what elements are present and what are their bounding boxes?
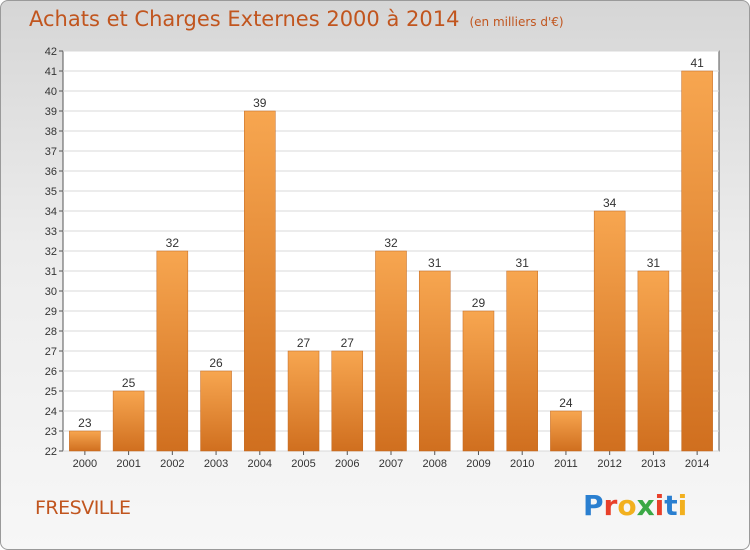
y-tick-label: 29 [45,306,57,318]
logo-letter: r [603,489,618,522]
chart-subtitle: (en milliers d'€) [469,15,564,29]
bar-value-label: 29 [472,296,486,310]
y-tick-label: 35 [45,186,57,198]
y-tick-label: 37 [45,146,57,158]
bar-2002 [156,250,189,452]
y-tick-label: 38 [45,126,57,138]
bar-value-label: 27 [297,336,311,350]
bar-value-label: 27 [341,336,355,350]
bar-2003 [200,370,232,452]
x-tick-label: 2014 [685,458,709,470]
y-tick-label: 25 [45,386,57,398]
y-tick-label: 28 [45,326,57,338]
bar-2009 [462,310,495,452]
x-tick-label: 2012 [597,458,621,470]
x-tick-label: 2007 [379,458,403,470]
proxiti-logo[interactable]: Proxiti [583,489,687,522]
y-tick-label: 36 [45,166,57,178]
logo-letter: i [654,489,665,522]
x-tick-label: 2006 [335,458,359,470]
commune-name: FRESVILLE [35,497,131,519]
bar-value-label: 26 [209,356,223,370]
y-tick-label: 34 [45,206,57,218]
bar-2001 [112,390,145,452]
y-tick-label: 24 [45,406,57,418]
bar-value-label: 32 [166,236,180,250]
bar-2011 [550,410,582,452]
x-tick-label: 2011 [554,458,578,470]
bar-2014 [681,70,713,452]
logo-letter: i [677,489,688,522]
x-tick-label: 2008 [422,458,446,470]
y-tick-label: 23 [45,426,57,438]
x-tick-label: 2002 [160,458,184,470]
bar-2010 [506,270,538,452]
y-tick-label: 27 [45,346,57,358]
bar-2005 [287,350,320,452]
bar-2012 [593,210,626,452]
y-tick-label: 31 [45,266,57,278]
bar-value-label: 34 [603,196,617,210]
y-tick-label: 26 [45,366,57,378]
bar-value-label: 23 [78,416,92,430]
bar-2006 [331,350,364,452]
logo-letter: x [636,489,655,522]
x-tick-label: 2001 [116,458,140,470]
y-tick-label: 32 [45,246,57,258]
bar-value-label: 32 [384,236,398,250]
x-tick-label: 2003 [204,458,228,470]
y-tick-label: 40 [45,86,57,98]
x-tick-label: 2009 [466,458,490,470]
bar-2000 [69,430,101,452]
chart-title-text: Achats et Charges Externes 2000 à 2014 [29,7,460,31]
x-tick-label: 2000 [73,458,97,470]
bar-2008 [418,270,451,452]
y-tick-label: 22 [45,446,57,458]
y-tick-label: 30 [45,286,57,298]
x-tick-label: 2004 [248,458,272,470]
logo-letter: t [664,489,678,522]
bar-2004 [244,110,276,452]
bar-value-label: 31 [428,256,442,270]
logo-letter: o [617,489,637,522]
x-tick-label: 2010 [510,458,534,470]
y-tick-label: 33 [45,226,57,238]
y-tick-label: 41 [45,66,57,78]
bar-value-label: 25 [122,376,136,390]
chart-title: Achats et Charges Externes 2000 à 2014 (e… [29,7,564,31]
logo-letter: P [583,489,604,522]
bar-2007 [375,250,407,452]
bar-value-label: 41 [690,56,704,70]
bar-value-label: 39 [253,96,267,110]
bar-value-label: 31 [647,256,661,270]
x-tick-label: 2013 [641,458,665,470]
bar-2013 [637,270,670,452]
bar-value-label: 24 [559,396,573,410]
y-tick-label: 42 [45,46,57,58]
bar-value-label: 31 [516,256,530,270]
x-tick-label: 2005 [291,458,315,470]
y-tick-label: 39 [45,106,57,118]
